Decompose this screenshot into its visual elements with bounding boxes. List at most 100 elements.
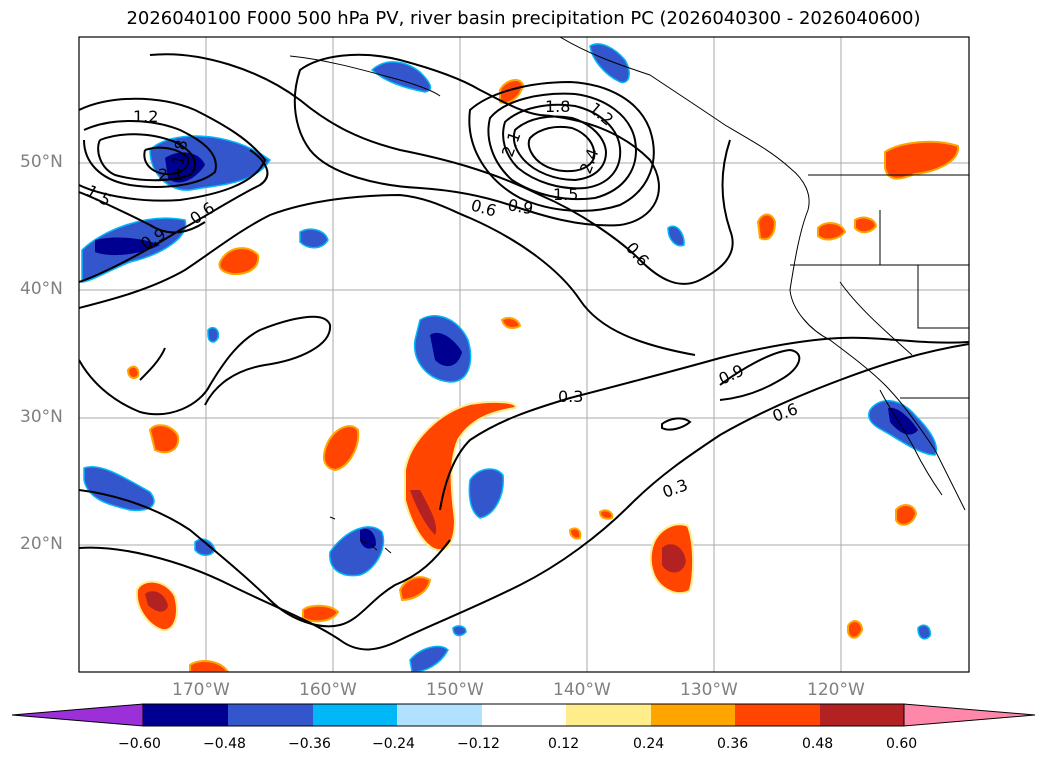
colorbar-tick-label: 0.24 (633, 736, 665, 752)
lat-tick-label: 40°N (20, 279, 63, 299)
colorbar-under-arrow (11, 703, 144, 727)
contour-0.3 (79, 343, 969, 651)
pos-patch-oregon (884, 140, 960, 180)
colorbar-bin (397, 704, 482, 726)
contour-right-loop (661, 417, 692, 431)
border-states (790, 210, 969, 356)
colorbar-bin (566, 704, 651, 726)
neg-patch-aleutian (370, 61, 432, 93)
contour-1.8-c (502, 103, 622, 190)
contour-1.2-w (79, 97, 267, 202)
contour-left-mid (139, 347, 166, 381)
hawaii-islands (329, 516, 392, 554)
pos-patch-subtropical-band (404, 400, 517, 552)
pos-patch-small-4 (189, 659, 230, 672)
contour-label: 1.5 (553, 185, 578, 204)
colorbar-tick-label: −0.48 (203, 736, 246, 752)
contour-1.2-c (468, 80, 655, 212)
colorbar (11, 703, 1036, 727)
colorbar-tick-label: −0.24 (372, 736, 415, 752)
colorbar-bin (735, 704, 820, 726)
neg-patch-alaska (589, 43, 630, 84)
colorbar-over-arrow (903, 703, 1036, 727)
pos-patch-small-2 (847, 620, 864, 639)
colorbar-tick-label: −0.12 (457, 736, 500, 752)
colorbar-tick-label: 0.12 (548, 736, 580, 752)
contour-0.9 (293, 53, 660, 227)
pos-patch-sw-5 (302, 604, 340, 623)
contour-label: 1.8 (168, 138, 191, 166)
lat-tick-label: 50°N (20, 152, 63, 172)
contour-2.4-c (527, 125, 596, 173)
neg-patch-small-7 (917, 624, 932, 640)
colorbar-outline (142, 703, 905, 727)
neg-patch-small-1 (299, 228, 329, 249)
lon-tick-label: 160°W (299, 680, 357, 700)
contour-label: 2.1 (158, 165, 183, 184)
pos-patch-small-3 (126, 365, 140, 379)
coast-baja (879, 389, 943, 496)
contour-0.6-a (79, 193, 696, 356)
contour-1.5-c (487, 92, 637, 201)
pos-patch-coast-2 (817, 222, 847, 241)
pos-patch-small-5 (598, 509, 614, 520)
contour-label: 0.6 (622, 238, 653, 270)
lat-tick-label: 30°N (20, 407, 63, 427)
neg-patch-small-5 (667, 225, 685, 247)
contour-0.6-north (149, 53, 734, 285)
colorbar-tick-label: 0.60 (886, 736, 918, 752)
contour-0.9-c (79, 191, 206, 234)
positive-precip-patches (126, 78, 960, 672)
lon-tick-label: 130°W (680, 680, 738, 700)
pos-patch-sw-3 (322, 425, 360, 472)
neg-patch-hawaii (329, 526, 385, 577)
pos-patch-small-6 (568, 527, 582, 540)
neg-patch-mid (468, 468, 504, 519)
coast-us-west (789, 209, 966, 511)
contour-label: 0.3 (558, 387, 583, 406)
contour-label: 0.9 (506, 195, 534, 218)
gridlines (79, 37, 969, 672)
colorbar-bin (651, 704, 735, 726)
contour-1.8-w (97, 133, 196, 182)
lon-tick-label: 120°W (807, 680, 865, 700)
lon-tick-label: 140°W (553, 680, 611, 700)
colorbar-tick-label: 0.48 (802, 736, 834, 752)
chart-title: 2026040100 F000 500 hPa PV, river basin … (126, 8, 921, 29)
lat-tick-label: 20°N (20, 534, 63, 554)
contour-0.9-b (719, 348, 801, 401)
colorbar-bin (482, 704, 566, 726)
pos-patch-small-1 (500, 317, 522, 329)
map-frame (78, 36, 970, 673)
contour-1.5-w (83, 120, 217, 188)
pos-patch-coast-3 (854, 216, 878, 234)
contour-0.3-b (79, 489, 451, 628)
contour-label: 0.6 (770, 399, 800, 426)
pv-contours (79, 53, 969, 651)
pos-patch-coast-1 (756, 213, 777, 241)
colorbar-bin (313, 704, 397, 726)
contour-label: 1.2 (133, 107, 158, 126)
neg-patch-sw (83, 466, 155, 512)
colorbar-tick-label: 0.36 (717, 736, 749, 752)
contour-label: 1.8 (545, 97, 570, 116)
lon-tick-label: 150°W (426, 680, 484, 700)
coast-alaska (559, 37, 810, 211)
colorbar-bin (228, 704, 313, 726)
lon-tick-label: 170°W (172, 680, 230, 700)
contour-2.1-w (143, 146, 190, 176)
colorbar-tick-label: −0.60 (118, 736, 161, 752)
neg-patch-small-2 (207, 326, 220, 343)
neg-patch-small-4 (409, 645, 449, 672)
pos-patch-baja-s (895, 504, 918, 526)
contour-2.1-c (512, 115, 608, 182)
map-area (79, 37, 969, 672)
contour-0.6-c (79, 149, 269, 283)
pos-patch-sw-6 (398, 576, 432, 602)
colorbar-bin (143, 704, 228, 726)
pos-patch-sw-1 (218, 247, 260, 276)
contour-0.6-b (439, 336, 969, 511)
contour-hook (79, 315, 332, 416)
pos-patch-sw-2 (148, 424, 180, 454)
